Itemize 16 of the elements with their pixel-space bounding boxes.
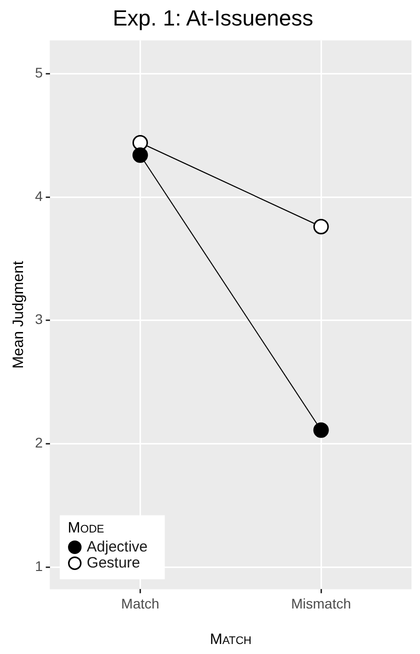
- point: [313, 218, 329, 234]
- y-axis-title: Mean Judgment: [10, 260, 28, 369]
- point: [132, 147, 148, 163]
- y-tick-label: 4: [34, 188, 43, 204]
- legend-label: Gesture: [86, 554, 140, 572]
- legend-label: Adjective: [86, 538, 148, 556]
- y-tick-label: 1: [34, 558, 43, 574]
- point: [313, 422, 329, 438]
- y-tick-label: 3: [34, 311, 43, 328]
- y-tick-label: 5: [34, 64, 43, 81]
- x-tick-label: Mismatch: [291, 595, 352, 612]
- point: [132, 135, 148, 151]
- legend-title: Mode: [68, 519, 104, 536]
- chart-title: Exp. 1: At-Issueness: [112, 5, 314, 30]
- y-tick-label: 2: [34, 434, 43, 451]
- x-axis-title: Match: [210, 631, 252, 648]
